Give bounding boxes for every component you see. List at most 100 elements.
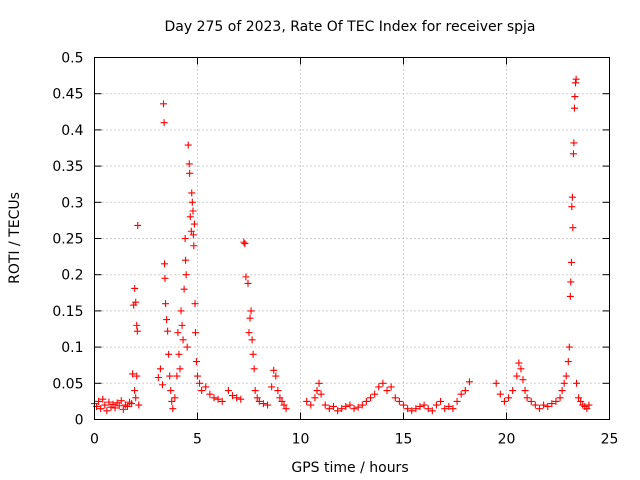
data-point: [567, 258, 575, 266]
data-point: [519, 376, 527, 384]
data-point: [244, 279, 252, 287]
data-point: [441, 405, 449, 413]
plot-frame: [94, 57, 610, 420]
data-point: [132, 298, 140, 306]
data-point: [119, 405, 127, 413]
data-point: [160, 119, 168, 127]
data-point: [321, 401, 329, 409]
data-point: [133, 321, 141, 329]
data-point: [457, 390, 465, 398]
data-point: [95, 397, 103, 405]
data-point: [177, 307, 185, 315]
data-point: [556, 394, 564, 402]
data-point: [103, 407, 111, 415]
data-point: [270, 366, 278, 374]
data-point: [509, 387, 517, 395]
data-point: [229, 392, 237, 400]
data-point: [313, 387, 321, 395]
data-point: [189, 207, 197, 215]
data-point: [173, 372, 181, 380]
data-point: [400, 401, 407, 409]
data-point: [255, 397, 263, 405]
data-point: [428, 407, 436, 415]
data-point: [198, 387, 206, 395]
data-point: [317, 390, 325, 398]
y-tick-label: 0.15: [52, 304, 83, 320]
data-point: [404, 405, 412, 413]
data-point: [568, 203, 576, 211]
data-point: [165, 350, 173, 358]
data-point: [387, 383, 395, 391]
data-point: [280, 401, 288, 409]
x-axis-label: GPS time / hours: [291, 460, 408, 476]
data-point: [564, 358, 572, 366]
data-point: [585, 401, 593, 409]
data-point: [154, 374, 162, 382]
data-point: [187, 227, 195, 235]
data-point: [544, 402, 552, 410]
data-point: [161, 274, 169, 282]
data-point: [303, 397, 311, 405]
y-tick-label: 0.2: [61, 268, 83, 284]
data-point: [101, 401, 109, 409]
data-point: [412, 405, 420, 413]
data-point: [247, 307, 255, 315]
y-tick-label: 0.5: [61, 51, 83, 67]
data-point: [408, 407, 416, 415]
data-point: [573, 379, 581, 387]
data-point: [521, 387, 529, 395]
data-point: [117, 397, 125, 405]
data-point: [180, 285, 188, 293]
data-point: [375, 383, 383, 391]
y-tick-label: 0.45: [52, 87, 83, 103]
data-point: [175, 350, 183, 358]
data-point: [182, 256, 190, 264]
x-tick-label: 25: [601, 432, 619, 448]
data-point: [358, 401, 366, 409]
data-point: [178, 321, 186, 329]
data-point: [572, 79, 580, 87]
data-point: [250, 365, 258, 373]
data-point: [496, 390, 504, 398]
data-point: [566, 292, 574, 300]
data-point: [571, 93, 579, 101]
data-point: [241, 240, 249, 248]
data-point: [272, 372, 280, 380]
data-point: [233, 394, 241, 402]
y-tick-label: 0.1: [61, 340, 83, 356]
data-point: [445, 402, 453, 410]
data-point: [128, 400, 136, 408]
data-point: [186, 213, 194, 221]
y-tick-label: 0.05: [52, 376, 83, 392]
data-point: [97, 405, 105, 413]
data-point: [189, 231, 197, 239]
data-point: [185, 160, 193, 168]
data-point: [449, 405, 457, 413]
data-point: [169, 405, 177, 413]
data-point: [188, 189, 196, 197]
data-point: [500, 397, 508, 405]
data-point: [188, 198, 196, 206]
data-point: [338, 405, 346, 413]
data-point: [535, 405, 543, 413]
data-point: [420, 401, 428, 409]
y-axis-label: ROTI / TECUs: [7, 192, 23, 284]
tick-labels: 0 0.05 0.1 0.15 0.2 0.25 0.3 0.35 0.4 0.45 0.5 0 5 10…: [52, 51, 618, 448]
series-markers: [91, 75, 593, 415]
data-point: [315, 379, 323, 387]
data-point: [583, 405, 591, 413]
data-point: [523, 394, 531, 402]
data-point: [251, 387, 259, 395]
x-tick-label: 20: [498, 432, 516, 448]
data-point: [184, 141, 192, 149]
data-point: [190, 242, 198, 250]
data-point: [570, 104, 578, 112]
data-point: [163, 316, 171, 324]
data-point: [383, 387, 391, 395]
data-point: [259, 400, 267, 408]
data-point: [568, 193, 576, 201]
data-point: [560, 379, 568, 387]
data-point: [570, 139, 578, 147]
data-point: [248, 336, 256, 344]
data-series: [91, 75, 593, 415]
